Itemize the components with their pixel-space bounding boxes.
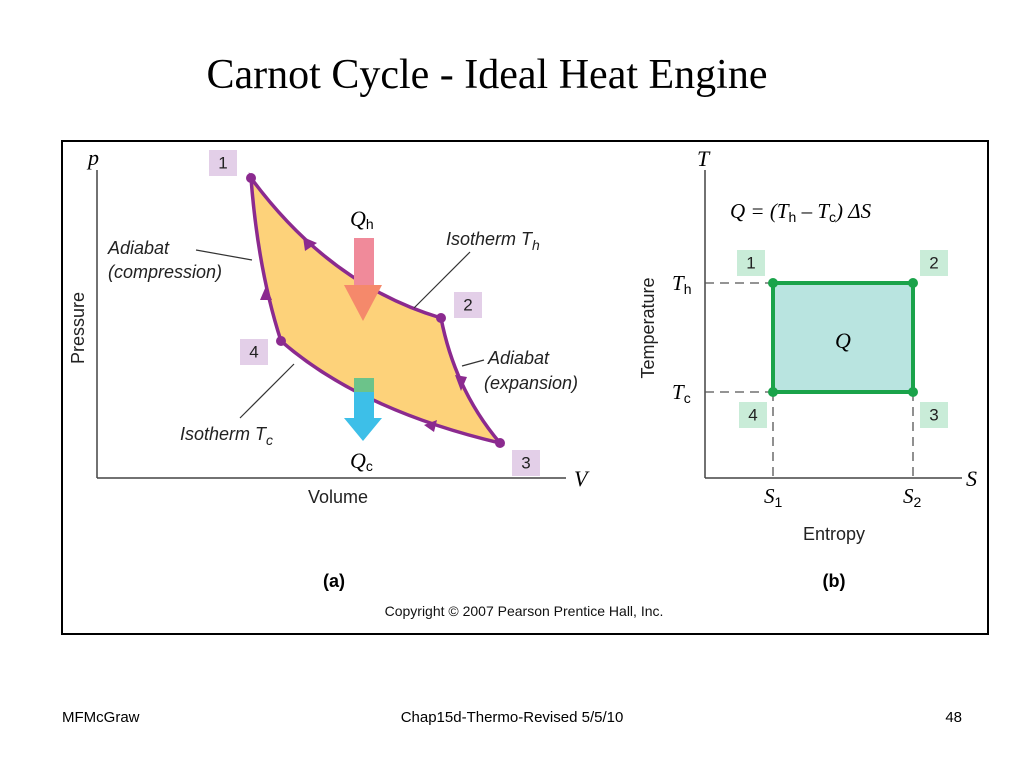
point-box [454,292,482,318]
state-point [276,336,286,346]
footer-center: Chap15d-Thermo-Revised 5/5/10 [401,709,624,726]
heat-label-sub: h [366,216,374,232]
axis-label: Temperature [638,277,658,378]
leader-line [239,363,295,419]
equation-part: – T [796,199,830,223]
axis-label: Pressure [68,292,88,364]
axis-label: Entropy [803,524,865,544]
direction-arrow [260,286,272,300]
axis-symbol: T [697,146,711,171]
annotation: Isotherm Tc [180,424,273,448]
heat-in-arrow [354,238,374,286]
footer-left: MFMcGraw [62,709,140,726]
temp-label-main: T [672,271,685,295]
equation: Q = (Th – Tc) ΔS [730,199,872,225]
point-box [209,150,237,176]
point-label: 1 [218,153,227,172]
direction-arrow [303,237,317,251]
footer-right: 48 [945,709,962,726]
state-point [436,313,446,323]
temp-label: Th [672,271,691,297]
entropy-label-sub: 2 [914,494,922,510]
point-box [920,250,948,276]
axis-symbol: p [86,145,99,170]
copyright: Copyright © 2007 Pearson Prentice Hall, … [385,603,664,619]
point-box [240,339,268,365]
slide-title: Carnot Cycle - Ideal Heat Engine [207,52,768,98]
panel-caption: (a) [323,571,345,591]
temp-label-main: T [672,380,685,404]
heat-in-arrowhead [344,285,382,321]
state-point [908,387,918,397]
equation-sub: c [829,209,836,225]
entropy-label-sub: 1 [775,494,783,510]
axis-symbol: V [574,466,590,491]
cycle-area [771,281,915,394]
temp-label-sub: h [684,281,692,297]
equation-sub: h [789,209,797,225]
annotation: (compression) [108,262,222,282]
state-point [768,387,778,397]
annotation-text: Isotherm T [180,424,268,444]
point-label: 1 [746,253,755,272]
direction-arrow [424,420,437,432]
leader-line [413,251,471,309]
entropy-label: S1 [764,484,783,510]
heat-out-arrowhead [344,418,382,441]
point-label: 2 [463,295,472,314]
panel-a: p V Pressure Volume 1 2 3 4 Adiabat (com… [68,145,590,591]
annotation: Adiabat [107,238,170,258]
leader-line [461,359,485,367]
annotation-sub: h [532,237,540,253]
state-point [246,173,256,183]
heat-out-arrow-top [354,378,374,392]
heat-label: Qc [350,448,373,474]
point-label: 3 [929,405,938,424]
point-box [739,402,767,428]
annotation: Adiabat [487,348,550,368]
axis-label: Volume [308,487,368,507]
annotation-sub: c [266,432,273,448]
heat-label-main: Q [350,206,366,231]
point-box [737,250,765,276]
area-label: Q [835,328,851,353]
axis-symbol: S [966,466,977,491]
heat-label: Qh [350,206,374,232]
state-point [908,278,918,288]
equation-part: ) ΔS [835,199,872,223]
temp-label: Tc [672,380,691,406]
annotation: (expansion) [484,373,578,393]
equation-part: Q = (T [730,199,790,223]
point-box [512,450,540,476]
heat-out-arrow [354,392,374,418]
point-label: 4 [249,342,258,361]
state-point [495,438,505,448]
panel-caption: (b) [823,571,846,591]
heat-label-sub: c [366,458,373,474]
annotation: Isotherm Th [446,229,540,253]
point-label: 3 [521,453,530,472]
state-point [768,278,778,288]
leader-line [195,249,253,261]
entropy-label: S2 [903,484,922,510]
panel-b: T S Temperature Entropy Q = (Th – Tc) ΔS… [638,146,977,591]
direction-arrow [455,375,467,391]
annotation-text: Isotherm T [446,229,534,249]
entropy-label-main: S [764,484,775,508]
point-label: 2 [929,253,938,272]
entropy-label-main: S [903,484,914,508]
heat-label-main: Q [350,448,366,473]
point-label: 4 [748,405,757,424]
point-box [920,402,948,428]
temp-label-sub: c [684,390,691,406]
